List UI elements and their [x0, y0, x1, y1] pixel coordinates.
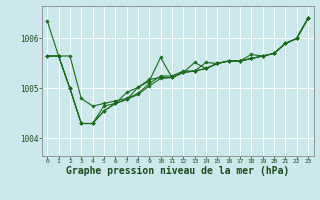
- X-axis label: Graphe pression niveau de la mer (hPa): Graphe pression niveau de la mer (hPa): [66, 166, 289, 176]
